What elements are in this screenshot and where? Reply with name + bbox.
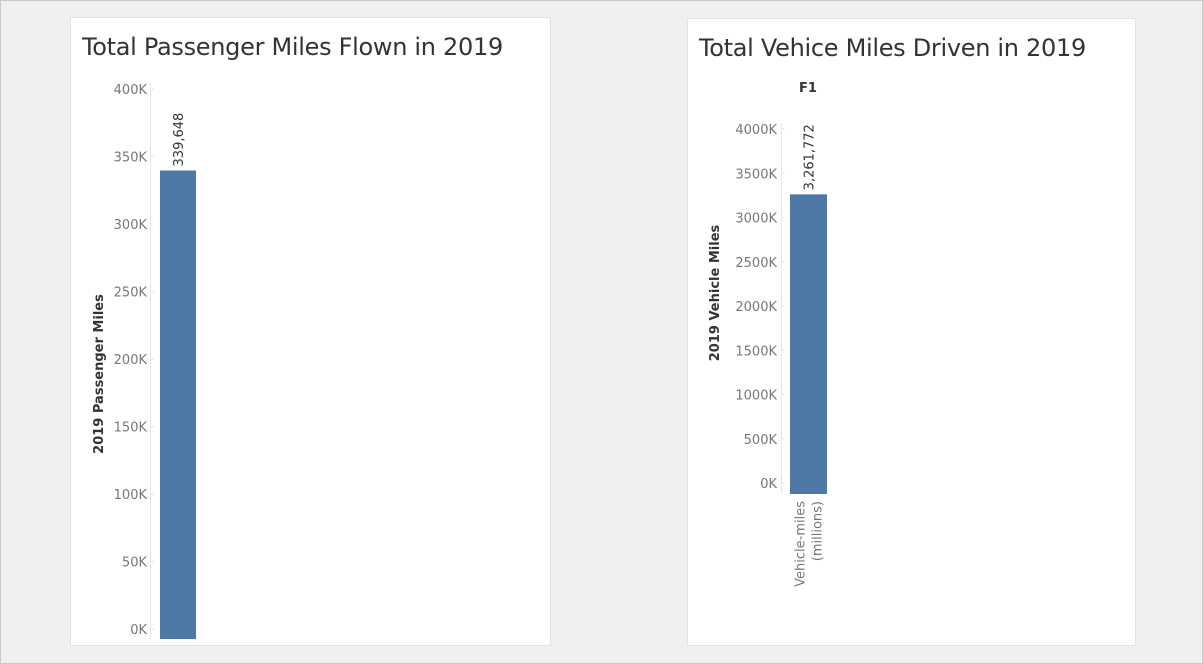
bar-data-label: 339,648: [172, 113, 187, 167]
y-tick-label: 0K: [130, 623, 147, 638]
passenger-miles-chart: 0K 50K 100K 150K 200K 250K 300K 350K 400K 2019 Pa…: [92, 83, 196, 639]
y-tick-label: 400K: [114, 83, 148, 98]
y-tick-label: 2000K: [735, 300, 777, 315]
bar: [790, 194, 827, 494]
y-axis-title: 2019 Vehicle Miles: [708, 224, 723, 361]
bar-data-label: 3,261,772: [803, 124, 818, 190]
y-tick-label: 3000K: [735, 212, 777, 227]
y-tick-label: 350K: [114, 151, 148, 166]
bar: [160, 170, 196, 639]
y-axis-title: 2019 Passenger Miles: [92, 294, 107, 454]
chart-title: Total Vehice Miles Driven in 2019: [699, 34, 1086, 62]
y-tick-label: 200K: [114, 353, 148, 368]
y-tick-label: 2500K: [735, 256, 777, 271]
y-tick-label: 1000K: [735, 389, 777, 404]
passenger-miles-chart-card: Total Passenger Miles Flown in 2019 0K 50…: [70, 17, 551, 646]
x-category-label: Vehicle-miles: [794, 501, 809, 587]
vehicle-miles-chart-card: Total Vehice Miles Driven in 2019 0K 500K…: [687, 18, 1136, 646]
x-category-label: (millions): [811, 501, 826, 561]
y-tick-label: 0K: [760, 477, 777, 492]
facet-label: F1: [799, 81, 817, 96]
vehicle-miles-chart: 0K 500K 1000K 1500K 2000K 2500K 3000K 3500K 4000…: [708, 81, 827, 587]
y-tick-label: 1500K: [735, 344, 777, 359]
y-tick-label: 3500K: [735, 167, 777, 182]
y-tick-label: 100K: [114, 488, 148, 503]
y-tick-label: 300K: [114, 218, 148, 233]
y-tick-label: 150K: [114, 421, 148, 436]
y-tick-label: 250K: [114, 286, 148, 301]
y-tick-label: 500K: [744, 433, 778, 448]
chart-title: Total Passenger Miles Flown in 2019: [82, 33, 503, 61]
y-tick-label: 50K: [122, 556, 148, 571]
y-tick-label: 4000K: [735, 123, 777, 138]
